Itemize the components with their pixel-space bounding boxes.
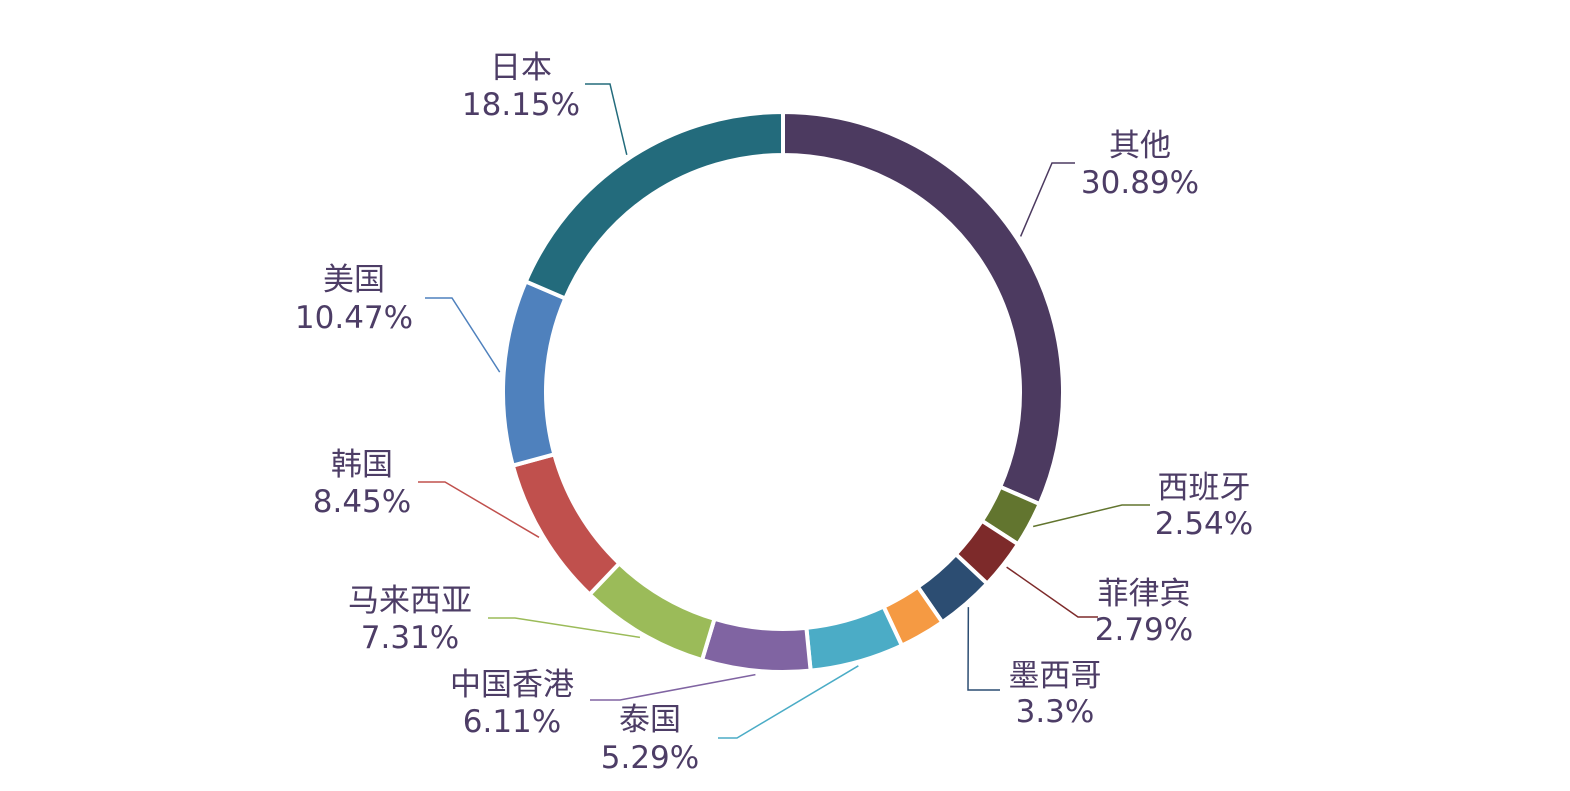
leader-line-slice-6: [718, 665, 859, 739]
slice-value-label: 2.79%: [1095, 612, 1193, 648]
slice-value-label: 30.89%: [1081, 165, 1199, 201]
slice-name-label: 美国: [323, 262, 385, 298]
slice-name-label: 菲律宾: [1098, 576, 1191, 612]
leader-line-slice-3: [1006, 566, 1098, 618]
slice-value-label: 6.11%: [463, 704, 561, 740]
leader-line-slice-11: [585, 83, 628, 155]
slice-name-label: 西班牙: [1158, 470, 1251, 506]
slice-name-label: 墨西哥: [1009, 658, 1102, 694]
leader-line-slice-7: [590, 673, 756, 701]
leader-line-slice-4: [967, 607, 1000, 691]
donut-slice-10: [501, 278, 568, 469]
leader-line-slice-2: [1032, 504, 1150, 528]
donut-slice-11: [523, 109, 785, 302]
donut-slice-9: [510, 451, 623, 598]
donut-slice-1: [781, 109, 1065, 507]
slice-value-label: 10.47%: [295, 300, 413, 336]
slice-name-label: 日本: [490, 50, 552, 86]
slice-name-label: 其他: [1109, 128, 1171, 164]
slice-name-label: 马来西亚: [348, 583, 472, 619]
slice-name-label: 中国香港: [450, 667, 574, 703]
slice-value-label: 2.54%: [1155, 506, 1253, 542]
slice-value-label: 3.3%: [1016, 694, 1095, 730]
leader-line-slice-1: [1019, 162, 1075, 237]
leader-line-slice-9: [418, 481, 540, 538]
donut-slice-7: [699, 616, 813, 674]
slice-name-label: 泰国: [619, 702, 681, 738]
slice-value-label: 8.45%: [313, 484, 411, 520]
slice-value-label: 5.29%: [601, 740, 699, 776]
slice-name-label: 韩国: [331, 447, 393, 483]
donut-slice-6: [804, 603, 905, 673]
donut-slice-8: [586, 560, 717, 663]
leader-line-slice-10: [425, 297, 501, 373]
slice-value-label: 7.31%: [361, 620, 459, 656]
slice-value-label: 18.15%: [462, 87, 580, 123]
leader-line-slice-8: [488, 617, 641, 639]
